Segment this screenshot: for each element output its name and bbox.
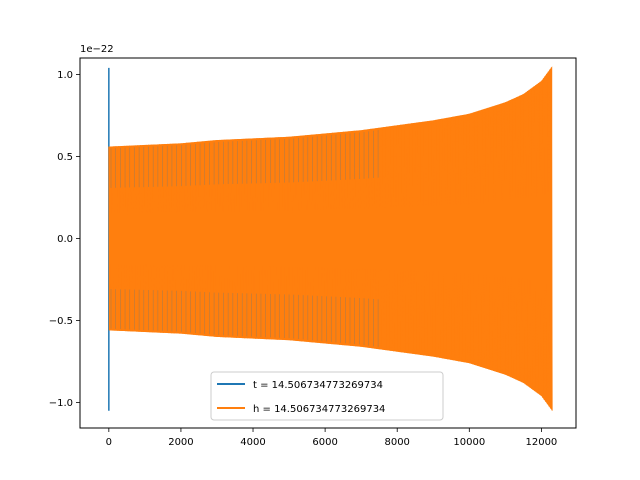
legend-label-h: h = 14.506734773269734 <box>253 404 385 415</box>
axes-frame <box>79 57 577 429</box>
x-tick-label: 0 <box>106 437 112 448</box>
y-tick-label: −1.0 <box>49 398 73 409</box>
x-tick-label: 6000 <box>312 437 337 448</box>
legend-box <box>210 371 444 421</box>
plot-area <box>108 66 553 411</box>
series-h-line <box>108 67 553 411</box>
y-tick-label: 0.5 <box>57 152 73 163</box>
y-tick-label: 0.0 <box>57 234 73 245</box>
x-tick-label: 8000 <box>384 437 409 448</box>
x-tick-label: 12000 <box>525 437 557 448</box>
x-tick-label: 2000 <box>168 437 193 448</box>
y-tick-label: −0.5 <box>49 316 73 327</box>
series-t-texture <box>110 130 379 347</box>
x-tick-label: 4000 <box>240 437 265 448</box>
x-tick-label: 10000 <box>453 437 485 448</box>
y-axis-ticks: −1.0 −0.5 0.0 0.5 1.0 <box>49 70 80 409</box>
y-axis-offset-text: 1e−22 <box>80 44 114 55</box>
legend-label-t: t = 14.506734773269734 <box>253 380 383 391</box>
x-axis-ticks: 0 2000 4000 6000 8000 10000 12000 <box>106 428 557 448</box>
legend: t = 14.506734773269734 h = 14.5067347732… <box>210 371 444 421</box>
y-tick-label: 1.0 <box>57 70 73 81</box>
